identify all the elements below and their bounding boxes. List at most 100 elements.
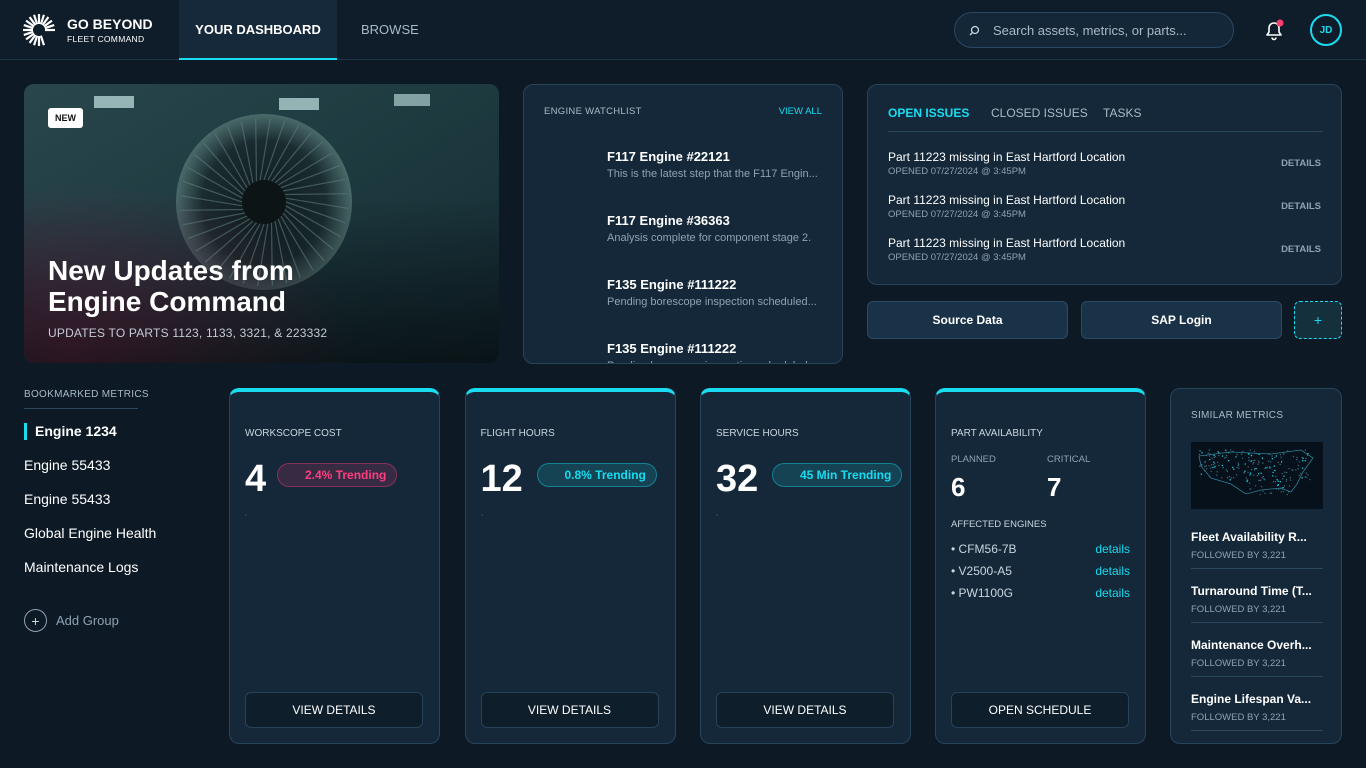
map-dot: [1248, 459, 1250, 462]
view-details[interactable]: VIEW DETAILS: [716, 692, 894, 728]
avatar[interactable]: JD: [1310, 14, 1342, 46]
map-dot: [1248, 453, 1251, 455]
map-dot: [1213, 461, 1215, 463]
bookmark-item[interactable]: Engine 55433: [24, 491, 111, 507]
similar-followers: FOLLOWED BY 3,221: [1191, 550, 1286, 561]
hero-banner[interactable]: NEW New Updates from Engine Command UPDAT…: [24, 84, 499, 363]
issue-details[interactable]: DETAILS: [1281, 158, 1321, 169]
notifications[interactable]: [1262, 18, 1286, 42]
map-dot: [1241, 450, 1244, 453]
map-dot: [1304, 476, 1306, 478]
map-dot: [1288, 485, 1291, 487]
map-dot: [1227, 459, 1230, 462]
fan-blade: [280, 215, 314, 271]
map-dot: [1213, 454, 1215, 457]
search-box[interactable]: Search assets, metrics, or parts...: [954, 12, 1234, 48]
issue-details[interactable]: DETAILS: [1281, 201, 1321, 212]
map-dot: [1280, 491, 1282, 493]
bookmark-item[interactable]: Maintenance Logs: [24, 559, 139, 575]
map-dot: [1272, 475, 1274, 477]
map-dot: [1225, 454, 1228, 457]
map-dot: [1285, 480, 1288, 482]
map-dot: [1214, 455, 1216, 458]
open-schedule[interactable]: OPEN SCHEDULE: [951, 692, 1129, 728]
metric-card: WORKSCOPE COST 4 2.4% Trending VIEW DETAILS: [229, 388, 440, 744]
map-dot: [1210, 467, 1212, 469]
details-link[interactable]: details: [1095, 586, 1130, 600]
trend-pill: 0.8% Trending: [536, 463, 657, 487]
map-dot: [1214, 462, 1216, 465]
map-dot: [1249, 449, 1252, 451]
map-image: [1191, 442, 1323, 509]
map-dot: [1208, 465, 1210, 467]
bookmark-item[interactable]: Engine 55433: [24, 457, 111, 473]
map-dot: [1226, 476, 1229, 479]
map-dot: [1249, 488, 1252, 490]
nav-tab-active[interactable]: YOUR DASHBOARD: [179, 0, 337, 60]
map-dot: [1253, 459, 1255, 462]
map-dot: [1298, 461, 1301, 463]
bookmark-item[interactable]: Global Engine Health: [24, 525, 157, 541]
logo: [23, 14, 55, 46]
add-label: Add Group: [56, 613, 119, 628]
issue-tab[interactable]: CLOSED ISSUES: [991, 106, 1088, 120]
issue-tab[interactable]: TASKS: [1103, 106, 1142, 120]
fan-blade: [188, 215, 248, 239]
engine-item: • PW1100G: [951, 586, 1014, 600]
map-dot: [1223, 457, 1226, 459]
view-details[interactable]: VIEW DETAILS: [245, 692, 423, 728]
map-dot: [1253, 450, 1256, 453]
engine-name[interactable]: F135 Engine #111222: [607, 341, 737, 356]
card-title: PART AVAILABILITY: [951, 428, 1043, 439]
issue-details[interactable]: DETAILS: [1281, 244, 1321, 255]
map-dot: [1305, 457, 1307, 460]
add-icon: +: [24, 609, 47, 632]
similar-name[interactable]: Turnaround Time (T...: [1191, 584, 1312, 598]
map-dot: [1217, 461, 1219, 464]
similar-name[interactable]: Engine Lifespan Va...: [1191, 692, 1312, 706]
engine-name[interactable]: F117 Engine #36363: [607, 213, 730, 228]
similar-name[interactable]: Maintenance Overh...: [1191, 638, 1312, 652]
map-dot: [1250, 460, 1252, 463]
map-dot: [1304, 449, 1307, 451]
fan-blade: [285, 205, 341, 238]
map-dot: [1241, 457, 1244, 459]
trend-pill: 2.4% Trending: [277, 463, 398, 487]
map-dot: [1297, 468, 1299, 470]
view-details[interactable]: VIEW DETAILS: [480, 692, 659, 728]
search-icon: [969, 25, 980, 36]
logo-ray: [25, 19, 35, 28]
bookmark-item[interactable]: Engine 1234: [35, 423, 117, 439]
engine-desc: Pending borescope inspection scheduled..…: [607, 360, 817, 363]
fan-blade: [187, 166, 243, 199]
fan-blade: [282, 178, 345, 192]
action-button[interactable]: +: [1294, 301, 1342, 339]
similar-name[interactable]: Fleet Availability R...: [1191, 530, 1307, 544]
map-dot: [1205, 468, 1208, 470]
action-button[interactable]: Source Data: [867, 301, 1068, 339]
map-dot: [1297, 464, 1300, 467]
top-nav: GO BEYOND FLEET COMMAND YOUR DASHBOARD B…: [0, 0, 1366, 60]
map-dot: [1301, 467, 1304, 469]
map-dot: [1247, 453, 1250, 455]
map-dot: [1278, 488, 1280, 490]
brand-name: GO BEYOND: [67, 16, 153, 32]
details-link[interactable]: details: [1095, 542, 1130, 556]
issue-tab[interactable]: OPEN ISSUES: [888, 106, 970, 120]
stat-label: CRITICAL: [1047, 454, 1091, 465]
engine-name[interactable]: F135 Engine #111222: [607, 277, 737, 292]
hero-title: New Updates from Engine Command: [48, 255, 294, 317]
badge: NEW: [48, 108, 83, 128]
view-all[interactable]: VIEW ALL: [778, 106, 822, 117]
mini-chart: [480, 514, 483, 516]
map-dot: [1271, 455, 1273, 457]
map-dot: [1252, 463, 1254, 465]
metric-label: SERVICE HOURS: [716, 428, 799, 439]
action-button[interactable]: SAP Login: [1081, 301, 1282, 339]
engine-name[interactable]: F117 Engine #22121: [607, 149, 730, 164]
map-dot: [1276, 479, 1278, 481]
details-link[interactable]: details: [1095, 564, 1130, 578]
trend-text: 0.8% Trending: [564, 468, 646, 482]
nav-tab[interactable]: BROWSE: [361, 22, 419, 37]
